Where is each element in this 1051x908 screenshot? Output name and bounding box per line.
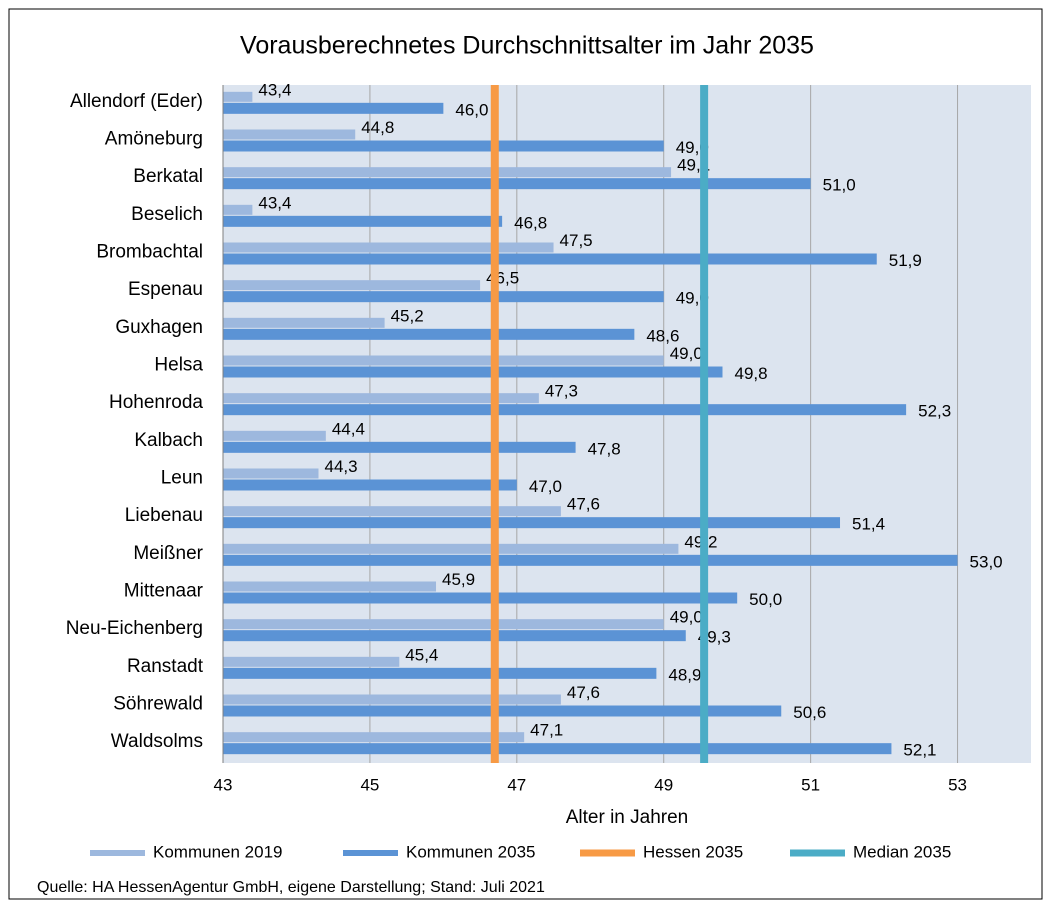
bar bbox=[223, 178, 811, 190]
legend-label: Kommunen 2019 bbox=[153, 842, 282, 861]
y-tick-label: Liebenau bbox=[125, 505, 203, 526]
data-label: 49,0 bbox=[670, 608, 703, 627]
data-label: 46,0 bbox=[455, 100, 488, 119]
x-tick-label: 45 bbox=[360, 775, 379, 794]
bar bbox=[223, 393, 539, 404]
data-label: 45,2 bbox=[391, 306, 424, 325]
plot-background bbox=[223, 85, 1031, 763]
data-label: 47,3 bbox=[545, 382, 578, 401]
bar bbox=[223, 732, 525, 743]
bar bbox=[223, 543, 679, 554]
data-label: 48,9 bbox=[668, 665, 701, 684]
y-tick-label: Leun bbox=[161, 468, 203, 489]
data-label: 47,6 bbox=[567, 683, 600, 702]
data-label: 43,4 bbox=[258, 80, 291, 99]
y-tick-label: Brombachtal bbox=[96, 242, 203, 263]
data-label: 45,4 bbox=[405, 645, 438, 664]
bar bbox=[223, 705, 782, 717]
bar bbox=[223, 517, 841, 529]
data-label: 50,0 bbox=[749, 590, 782, 609]
data-label: 47,6 bbox=[567, 495, 600, 514]
data-label: 49,0 bbox=[670, 344, 703, 363]
y-tick-label: Beselich bbox=[131, 204, 203, 225]
data-label: 43,4 bbox=[258, 193, 291, 212]
bar bbox=[223, 366, 723, 378]
bar bbox=[223, 404, 907, 416]
data-label: 51,9 bbox=[889, 251, 922, 270]
x-axis-label: Alter in Jahren bbox=[566, 807, 689, 828]
bar bbox=[223, 656, 400, 667]
data-label: 52,3 bbox=[918, 402, 951, 421]
data-label: 49,8 bbox=[734, 364, 767, 383]
legend-label: Kommunen 2035 bbox=[406, 842, 535, 861]
bar bbox=[223, 91, 253, 102]
y-tick-label: Amöneburg bbox=[105, 129, 203, 150]
bar bbox=[223, 743, 892, 755]
x-tick-label: 51 bbox=[801, 775, 820, 794]
bar bbox=[223, 291, 664, 303]
y-tick-label: Guxhagen bbox=[115, 317, 203, 338]
bar bbox=[223, 204, 253, 215]
x-tick-label: 49 bbox=[654, 775, 673, 794]
bar bbox=[223, 167, 672, 178]
bar bbox=[223, 430, 326, 441]
y-tick-label: Ranstadt bbox=[127, 656, 204, 677]
bar bbox=[223, 667, 657, 679]
data-label: 51,0 bbox=[823, 176, 856, 195]
y-tick-label: Mittenaar bbox=[124, 581, 204, 602]
y-tick-label: Espenau bbox=[128, 279, 203, 300]
data-label: 47,5 bbox=[560, 231, 593, 250]
y-tick-label: Söhrewald bbox=[113, 694, 203, 715]
bar bbox=[223, 102, 444, 114]
bar bbox=[223, 328, 635, 340]
bar bbox=[223, 554, 958, 566]
bar bbox=[223, 581, 437, 592]
bar bbox=[223, 355, 664, 366]
data-label: 48,6 bbox=[646, 326, 679, 345]
bar bbox=[223, 592, 738, 604]
data-label: 47,1 bbox=[530, 721, 563, 740]
bar bbox=[223, 129, 356, 140]
bar bbox=[223, 242, 554, 253]
y-tick-label: Meißner bbox=[133, 543, 203, 564]
y-tick-label: Helsa bbox=[154, 355, 203, 376]
data-label: 44,8 bbox=[361, 118, 394, 137]
y-tick-label: Neu-Eichenberg bbox=[66, 618, 203, 639]
y-tick-label: Kalbach bbox=[134, 430, 203, 451]
source-note: Quelle: HA HessenAgentur GmbH, eigene Da… bbox=[37, 879, 545, 896]
bar bbox=[223, 215, 503, 227]
bar bbox=[223, 441, 576, 453]
x-tick-label: 43 bbox=[214, 775, 233, 794]
y-tick-label: Hohenroda bbox=[109, 392, 203, 413]
bar bbox=[223, 630, 686, 642]
legend-label: Hessen 2035 bbox=[643, 842, 743, 861]
bar bbox=[223, 140, 664, 152]
y-tick-label: Allendorf (Eder) bbox=[70, 91, 203, 112]
x-tick-label: 53 bbox=[948, 775, 967, 794]
y-tick-label: Berkatal bbox=[133, 166, 203, 187]
bar bbox=[223, 317, 385, 328]
data-label: 53,0 bbox=[970, 552, 1003, 571]
x-tick-label: 47 bbox=[507, 775, 526, 794]
data-label: 51,4 bbox=[852, 515, 885, 534]
data-label: 50,6 bbox=[793, 703, 826, 722]
data-label: 47,8 bbox=[588, 439, 621, 458]
data-label: 47,0 bbox=[529, 477, 562, 496]
legend-label: Median 2035 bbox=[853, 842, 951, 861]
bar bbox=[223, 619, 664, 630]
data-label: 44,4 bbox=[332, 419, 365, 438]
bar bbox=[223, 253, 877, 265]
bar bbox=[223, 694, 561, 705]
data-label: 44,3 bbox=[324, 457, 357, 476]
data-label: 45,9 bbox=[442, 570, 475, 589]
data-label: 46,8 bbox=[514, 213, 547, 232]
data-label: 52,1 bbox=[903, 741, 936, 760]
bar bbox=[223, 506, 561, 517]
y-tick-label: Waldsolms bbox=[111, 731, 203, 752]
bar bbox=[223, 468, 319, 479]
chart-title: Vorausberechnetes Durchschnittsalter im … bbox=[240, 32, 814, 60]
bar bbox=[223, 479, 517, 491]
bar bbox=[223, 280, 481, 291]
